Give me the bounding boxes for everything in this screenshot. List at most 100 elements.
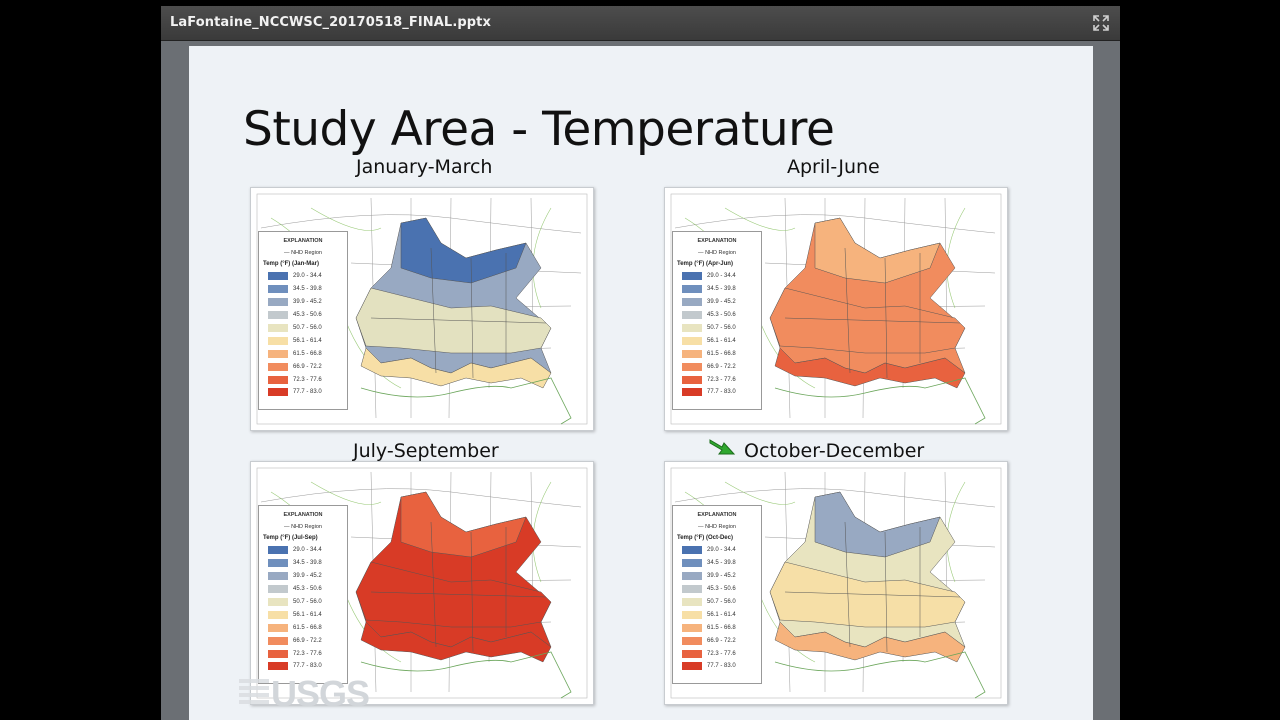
legend-swatch bbox=[682, 598, 702, 606]
legend-range: 39.9 - 45.2 bbox=[707, 573, 736, 580]
legend-range: 61.5 - 66.8 bbox=[293, 624, 322, 631]
usgs-logo: USGS bbox=[239, 673, 370, 713]
legend-range: 45.3 - 50.6 bbox=[293, 312, 322, 319]
legend-row: 29.0 - 34.4 bbox=[682, 544, 761, 557]
map-panel-jan-mar: EXPLANATION — NHD Region Temp (°F) (Jan-Ma… bbox=[250, 187, 594, 431]
legend-swatch bbox=[268, 572, 288, 581]
legend-swatch bbox=[682, 324, 702, 332]
legend-range: 72.3 - 77.6 bbox=[293, 376, 322, 383]
legend-range: 66.9 - 72.2 bbox=[293, 637, 322, 644]
legend-range: 34.5 - 39.8 bbox=[293, 560, 322, 567]
legend-range: 56.1 - 61.4 bbox=[707, 337, 736, 344]
legend-row: 61.5 - 66.8 bbox=[682, 621, 761, 634]
legend-row: 39.9 - 45.2 bbox=[268, 296, 347, 309]
legend-range: 50.7 - 56.0 bbox=[293, 599, 322, 605]
legend-nhd-region: — NHD Region bbox=[284, 524, 322, 530]
legend-swatch bbox=[268, 324, 288, 332]
legend-swatch bbox=[268, 285, 288, 294]
legend-range: 50.7 - 56.0 bbox=[707, 325, 736, 331]
map-panel-oct-dec: EXPLANATION — NHD Region Temp (°F) (Oct-De… bbox=[664, 461, 1008, 705]
legend-row: 39.9 - 45.2 bbox=[268, 570, 347, 583]
legend-swatch bbox=[268, 298, 288, 307]
map-panel-apr-jun: EXPLANATION — NHD Region Temp (°F) (Apr-Ju… bbox=[664, 187, 1008, 431]
panel-label-jul-sep: July-September bbox=[353, 440, 499, 462]
legend-row: 72.3 - 77.6 bbox=[268, 647, 347, 660]
legend-swatch bbox=[682, 298, 702, 307]
legend-swatch bbox=[268, 311, 288, 320]
legend-title: EXPLANATION bbox=[283, 238, 323, 244]
legend-row: 66.9 - 72.2 bbox=[682, 634, 761, 647]
legend-row: 77.7 - 83.0 bbox=[268, 386, 347, 399]
legend-range: 34.5 - 39.8 bbox=[293, 286, 322, 293]
legend-swatch bbox=[268, 349, 288, 358]
legend-nhd-region: — NHD Region bbox=[284, 250, 322, 256]
legend-range: 39.9 - 45.2 bbox=[293, 299, 322, 306]
legend-title: EXPLANATION bbox=[283, 512, 323, 518]
map-legend: EXPLANATION — NHD Region Temp (°F) (Jul-Se… bbox=[258, 505, 348, 684]
legend-swatch bbox=[682, 636, 702, 645]
legend-swatch bbox=[682, 349, 702, 358]
legend-swatch bbox=[268, 610, 288, 619]
legend-row: 77.7 - 83.0 bbox=[682, 660, 761, 673]
legend-row: 34.5 - 39.8 bbox=[682, 283, 761, 296]
legend-row: 50.7 - 56.0 bbox=[268, 596, 347, 609]
legend-swatch bbox=[682, 546, 702, 555]
title-bar: LaFontaine_NCCWSC_20170518_FINAL.pptx bbox=[161, 6, 1120, 41]
legend-title: EXPLANATION bbox=[697, 512, 737, 518]
slide: Study Area - Temperature January-March A… bbox=[189, 46, 1093, 720]
legend-row: 45.3 - 50.6 bbox=[682, 309, 761, 322]
legend-swatch bbox=[682, 662, 702, 671]
legend-range: 72.3 - 77.6 bbox=[293, 650, 322, 657]
legend-row: 45.3 - 50.6 bbox=[268, 309, 347, 322]
legend-range: 29.0 - 34.4 bbox=[293, 273, 322, 280]
legend-range: 77.7 - 83.0 bbox=[293, 389, 322, 396]
expand-icon[interactable] bbox=[1092, 14, 1110, 32]
legend-row: 45.3 - 50.6 bbox=[268, 583, 347, 596]
legend-swatch bbox=[682, 559, 702, 568]
legend-row: 66.9 - 72.2 bbox=[268, 634, 347, 647]
legend-range: 61.5 - 66.8 bbox=[293, 350, 322, 357]
green-arrow-icon bbox=[709, 439, 736, 455]
legend-swatch bbox=[268, 598, 288, 606]
legend-row: 50.7 - 56.0 bbox=[682, 596, 761, 609]
legend-swatch bbox=[268, 375, 288, 384]
legend-swatch bbox=[682, 272, 702, 281]
legend-header: Temp (°F) (Jul-Sep) bbox=[263, 535, 318, 541]
legend-row: 72.3 - 77.6 bbox=[268, 373, 347, 386]
legend-range: 45.3 - 50.6 bbox=[707, 586, 736, 593]
legend-range: 66.9 - 72.2 bbox=[707, 637, 736, 644]
legend-row: 72.3 - 77.6 bbox=[682, 647, 761, 660]
legend-range: 50.7 - 56.0 bbox=[293, 325, 322, 331]
legend-swatch bbox=[682, 375, 702, 384]
map-legend: EXPLANATION — NHD Region Temp (°F) (Jan-Ma… bbox=[258, 231, 348, 410]
legend-nhd-region: — NHD Region bbox=[698, 524, 736, 530]
legend-range: 39.9 - 45.2 bbox=[707, 299, 736, 306]
legend-row: 50.7 - 56.0 bbox=[268, 322, 347, 335]
legend-swatch bbox=[682, 362, 702, 371]
legend-row: 29.0 - 34.4 bbox=[268, 544, 347, 557]
legend-range: 29.0 - 34.4 bbox=[707, 547, 736, 554]
legend-row: 56.1 - 61.4 bbox=[682, 334, 761, 347]
legend-range: 77.7 - 83.0 bbox=[293, 663, 322, 670]
legend-swatch bbox=[682, 623, 702, 632]
panel-label-apr-jun: April-June bbox=[787, 156, 880, 178]
legend-range: 61.5 - 66.8 bbox=[707, 624, 736, 631]
legend-swatch bbox=[682, 388, 702, 397]
legend-nhd-region: — NHD Region bbox=[698, 250, 736, 256]
legend-row: 29.0 - 34.4 bbox=[682, 270, 761, 283]
legend-row: 39.9 - 45.2 bbox=[682, 570, 761, 583]
legend-range: 72.3 - 77.6 bbox=[707, 376, 736, 383]
legend-row: 61.5 - 66.8 bbox=[682, 347, 761, 360]
map-panel-jul-sep: EXPLANATION — NHD Region Temp (°F) (Jul-Se… bbox=[250, 461, 594, 705]
legend-range: 29.0 - 34.4 bbox=[707, 273, 736, 280]
legend-range: 50.7 - 56.0 bbox=[707, 599, 736, 605]
slide-viewport: Study Area - Temperature January-March A… bbox=[161, 41, 1120, 720]
legend-header: Temp (°F) (Oct-Dec) bbox=[677, 535, 733, 541]
legend-range: 29.0 - 34.4 bbox=[293, 547, 322, 554]
legend-swatch bbox=[268, 585, 288, 594]
legend-swatch bbox=[268, 636, 288, 645]
legend-swatch bbox=[268, 546, 288, 555]
window-title: LaFontaine_NCCWSC_20170518_FINAL.pptx bbox=[170, 15, 491, 30]
legend-range: 56.1 - 61.4 bbox=[293, 337, 322, 344]
legend-range: 56.1 - 61.4 bbox=[293, 611, 322, 618]
